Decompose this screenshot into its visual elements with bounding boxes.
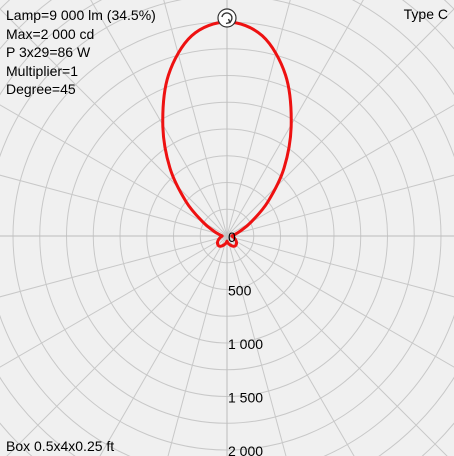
grid-spoke [90,0,228,237]
intensity-curve-c0-c180 [161,20,293,248]
grid-spoke [226,235,448,456]
power-info: P 3x29=86 W [6,44,91,60]
grid-spoke [226,8,454,237]
grid-spoke [226,0,291,237]
grid-spoke [226,235,287,456]
max-intensity: Max=2 000 cd [6,25,95,42]
tick-layer: 0 500 1 000 1 500 2 000 [228,229,263,456]
grid-spoke [226,104,454,237]
grid-spoke [99,235,228,456]
photometry-type-label: Type C [403,6,448,22]
rotate-arrow-icon[interactable] [217,8,237,28]
radial-tick-label: 2 000 [228,443,263,456]
degree-info: Degree=45 [6,81,76,97]
radial-tick-label: 500 [228,283,252,299]
grid-spoke [0,8,228,237]
lamp-info: Lamp=9 000 lm (34.5%) [6,7,156,23]
grid-spoke [226,174,454,237]
curve-layer [161,20,293,248]
grid-spoke [0,104,228,237]
grid-spoke [6,235,228,456]
luminaire-dimensions-label: Box 0.5x4x0.25 ft [6,438,115,454]
grid-spoke [0,174,228,237]
radial-tick-label: 0 [228,229,236,245]
grid-spoke [226,235,454,298]
grid-spoke [226,235,355,456]
grid-spoke [167,235,228,456]
grid-spoke [226,235,454,368]
grid-spoke [226,0,364,237]
lamp-info-block: Lamp=9 000 lm (34.5%) Max=2 000 cd P 3x2… [6,6,156,99]
grid-spoke [0,235,228,368]
multiplier-info: Multiplier=1 [6,62,78,79]
radial-tick-label: 1 500 [228,390,263,406]
radial-tick-label: 1 000 [228,336,263,352]
grid-spoke [0,235,228,298]
grid-spoke [163,0,228,237]
